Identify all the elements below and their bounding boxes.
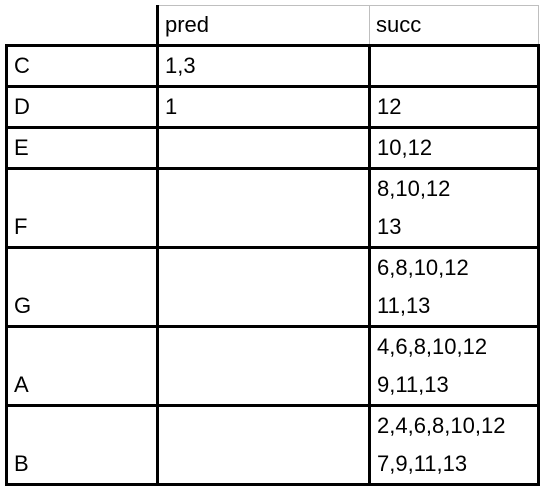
pred-cell[interactable]: 1: [156, 86, 371, 129]
succ-line: 2,4,6,8,10,12: [377, 413, 506, 438]
pred-cell[interactable]: [156, 326, 371, 407]
succ-cell[interactable]: 10,12: [368, 127, 540, 170]
header-succ-cell[interactable]: succ: [369, 5, 539, 47]
succ-line: 9,11,13: [377, 372, 449, 397]
succ-line: 12: [377, 94, 402, 119]
succ-line: 7,9,11,13: [377, 451, 468, 476]
row-label-cell[interactable]: D: [5, 86, 159, 129]
pred-cell[interactable]: [156, 127, 371, 170]
table-row: C 1,3: [5, 44, 540, 88]
succ-cell[interactable]: 12: [368, 86, 540, 129]
header-corner-cell[interactable]: [7, 6, 158, 46]
header-pred-cell[interactable]: pred: [156, 5, 370, 47]
succ-line: 6,8,10,12: [377, 255, 469, 280]
header-row: pred succ: [7, 5, 539, 47]
row-label-cell[interactable]: C: [5, 44, 159, 88]
row-label-cell[interactable]: B: [5, 405, 159, 486]
pred-cell[interactable]: [156, 168, 371, 249]
succ-line: 11,13: [377, 293, 431, 318]
succ-line: 8,10,12: [377, 176, 451, 201]
row-label-cell[interactable]: E: [5, 127, 159, 170]
table-row: A 4,6,8,10,12 9,11,13: [5, 326, 540, 407]
pred-cell[interactable]: [156, 247, 371, 328]
table-row: B 2,4,6,8,10,12 7,9,11,13: [5, 405, 540, 486]
pred-cell[interactable]: 1,3: [156, 44, 371, 88]
row-label-cell[interactable]: F: [5, 168, 159, 249]
succ-cell[interactable]: 2,4,6,8,10,12 7,9,11,13: [368, 405, 540, 486]
table-row: G 6,8,10,12 11,13: [5, 247, 540, 328]
succ-cell[interactable]: 4,6,8,10,12 9,11,13: [368, 326, 540, 407]
succ-line: 10,12: [377, 135, 433, 160]
pred-succ-table: pred succ C 1,3 D 1 12 E 10,12 F: [5, 5, 540, 486]
table-row: F 8,10,12 13: [5, 168, 540, 249]
row-label-cell[interactable]: A: [5, 326, 159, 407]
row-label-cell[interactable]: G: [5, 247, 159, 328]
table-body: pred succ C 1,3 D 1 12 E 10,12 F: [5, 5, 540, 486]
pred-cell[interactable]: [156, 405, 371, 486]
succ-cell[interactable]: 6,8,10,12 11,13: [368, 247, 540, 328]
succ-line: 13: [377, 214, 402, 239]
succ-line: 4,6,8,10,12: [377, 334, 488, 359]
table-row: E 10,12: [5, 127, 540, 170]
succ-cell[interactable]: [368, 44, 540, 88]
table-row: D 1 12: [5, 86, 540, 129]
succ-cell[interactable]: 8,10,12 13: [368, 168, 540, 249]
